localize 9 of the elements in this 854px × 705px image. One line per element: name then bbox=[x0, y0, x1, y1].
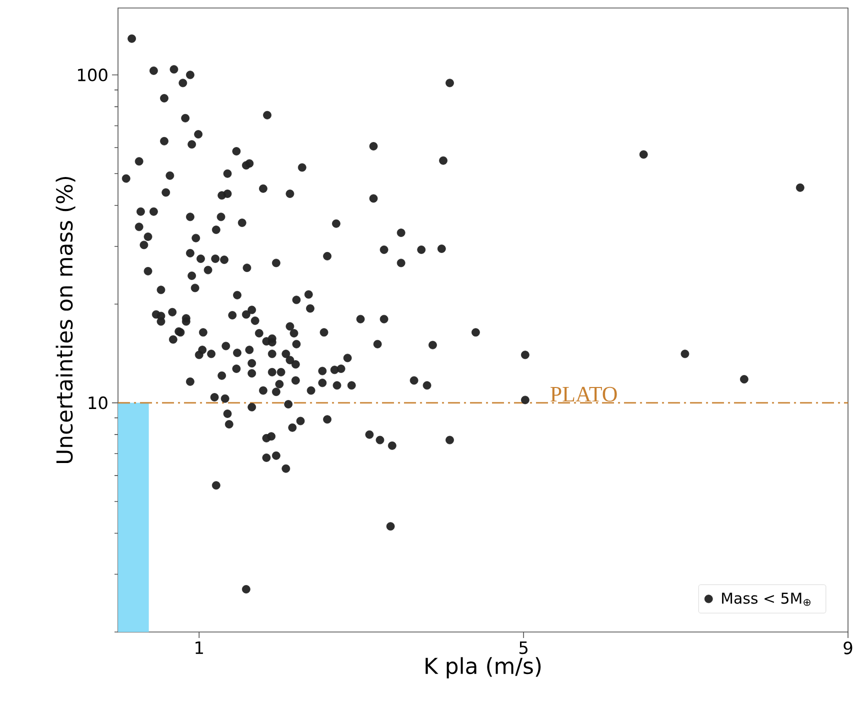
x-axis-title: K pla (m/s) bbox=[426, 657, 541, 678]
y-axis-title: Uncertainties on mass (%) bbox=[56, 176, 76, 463]
ref-line-label: PLATO bbox=[550, 386, 617, 402]
y-tick-label: 10 bbox=[88, 396, 108, 410]
x-tick-label: 5 bbox=[519, 642, 528, 654]
y-tick-label: 100 bbox=[78, 68, 108, 82]
x-tick-label: 9 bbox=[844, 642, 852, 654]
x-tick-label: 1 bbox=[196, 642, 203, 654]
legend-label: Mass < 5M$_{⊕}$ bbox=[722, 592, 810, 606]
